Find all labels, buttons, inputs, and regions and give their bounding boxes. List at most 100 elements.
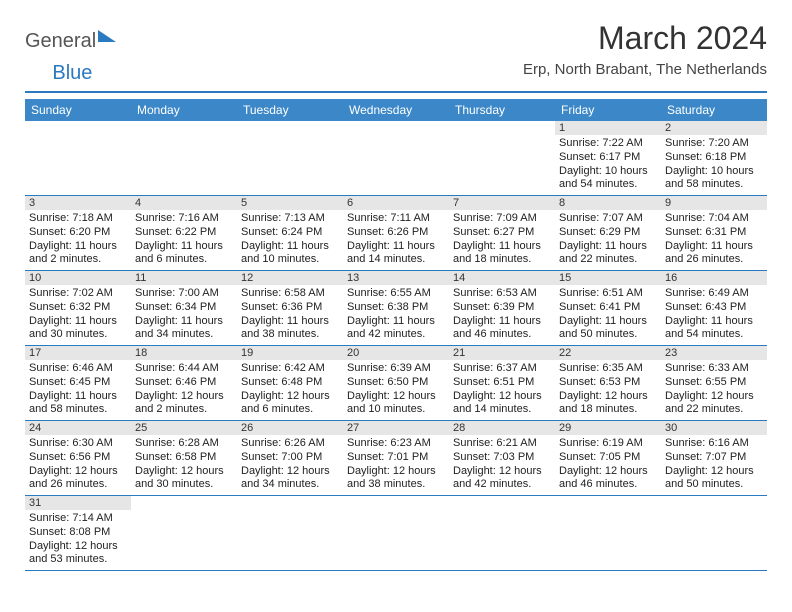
day-sunset: Sunset: 6:45 PM	[29, 376, 127, 390]
day-sunrise: Sunrise: 6:42 AM	[241, 362, 339, 376]
day-sunrise: Sunrise: 6:37 AM	[453, 362, 551, 376]
calendar-day-cell: 12Sunrise: 6:58 AMSunset: 6:36 PMDayligh…	[237, 271, 343, 346]
calendar-week-row: 24Sunrise: 6:30 AMSunset: 6:56 PMDayligh…	[25, 421, 767, 496]
day-sunrise: Sunrise: 7:07 AM	[559, 212, 657, 226]
day-number: 26	[237, 421, 343, 435]
calendar-header-row: SundayMondayTuesdayWednesdayThursdayFrid…	[25, 99, 767, 121]
calendar-week-row: 10Sunrise: 7:02 AMSunset: 6:32 PMDayligh…	[25, 271, 767, 346]
day-number: 6	[343, 196, 449, 210]
title-block: March 2024 Erp, North Brabant, The Nethe…	[523, 20, 767, 78]
calendar-day-cell: 24Sunrise: 6:30 AMSunset: 6:56 PMDayligh…	[25, 421, 131, 496]
day-number: 5	[237, 196, 343, 210]
day-daylight: Daylight: 12 hours and 26 minutes.	[29, 465, 127, 493]
day-sunset: Sunset: 6:53 PM	[559, 376, 657, 390]
logo-text-general: General	[25, 30, 96, 53]
day-sunrise: Sunrise: 7:04 AM	[665, 212, 763, 226]
calendar-empty-cell	[449, 121, 555, 196]
day-number: 15	[555, 271, 661, 285]
day-sunset: Sunset: 7:01 PM	[347, 451, 445, 465]
day-sunrise: Sunrise: 6:35 AM	[559, 362, 657, 376]
day-number: 22	[555, 346, 661, 360]
day-sunrise: Sunrise: 6:49 AM	[665, 287, 763, 301]
calendar-day-cell: 16Sunrise: 6:49 AMSunset: 6:43 PMDayligh…	[661, 271, 767, 346]
day-number: 3	[25, 196, 131, 210]
day-header: Wednesday	[343, 99, 449, 121]
calendar-day-cell: 21Sunrise: 6:37 AMSunset: 6:51 PMDayligh…	[449, 346, 555, 421]
calendar-day-cell: 10Sunrise: 7:02 AMSunset: 6:32 PMDayligh…	[25, 271, 131, 346]
calendar-empty-cell	[449, 496, 555, 571]
calendar-day-cell: 14Sunrise: 6:53 AMSunset: 6:39 PMDayligh…	[449, 271, 555, 346]
day-sunset: Sunset: 6:29 PM	[559, 226, 657, 240]
day-number: 12	[237, 271, 343, 285]
day-header: Tuesday	[237, 99, 343, 121]
day-sunset: Sunset: 7:00 PM	[241, 451, 339, 465]
day-daylight: Daylight: 11 hours and 2 minutes.	[29, 240, 127, 268]
day-sunset: Sunset: 6:31 PM	[665, 226, 763, 240]
day-daylight: Daylight: 11 hours and 54 minutes.	[665, 315, 763, 343]
day-sunrise: Sunrise: 6:53 AM	[453, 287, 551, 301]
day-sunset: Sunset: 6:56 PM	[29, 451, 127, 465]
calendar-week-row: 31Sunrise: 7:14 AMSunset: 8:08 PMDayligh…	[25, 496, 767, 571]
day-sunset: Sunset: 6:43 PM	[665, 301, 763, 315]
calendar-empty-cell	[25, 121, 131, 196]
day-sunrise: Sunrise: 7:22 AM	[559, 137, 657, 151]
day-sunrise: Sunrise: 7:00 AM	[135, 287, 233, 301]
day-daylight: Daylight: 12 hours and 2 minutes.	[135, 390, 233, 418]
day-daylight: Daylight: 12 hours and 38 minutes.	[347, 465, 445, 493]
day-daylight: Daylight: 11 hours and 38 minutes.	[241, 315, 339, 343]
day-sunset: Sunset: 6:38 PM	[347, 301, 445, 315]
calendar-day-cell: 1Sunrise: 7:22 AMSunset: 6:17 PMDaylight…	[555, 121, 661, 196]
calendar-day-cell: 27Sunrise: 6:23 AMSunset: 7:01 PMDayligh…	[343, 421, 449, 496]
calendar-day-cell: 13Sunrise: 6:55 AMSunset: 6:38 PMDayligh…	[343, 271, 449, 346]
day-number: 14	[449, 271, 555, 285]
day-sunrise: Sunrise: 7:13 AM	[241, 212, 339, 226]
calendar-day-cell: 25Sunrise: 6:28 AMSunset: 6:58 PMDayligh…	[131, 421, 237, 496]
calendar-empty-cell	[343, 121, 449, 196]
day-daylight: Daylight: 11 hours and 26 minutes.	[665, 240, 763, 268]
day-number: 9	[661, 196, 767, 210]
day-daylight: Daylight: 10 hours and 54 minutes.	[559, 165, 657, 193]
calendar-day-cell: 15Sunrise: 6:51 AMSunset: 6:41 PMDayligh…	[555, 271, 661, 346]
day-number: 2	[661, 121, 767, 135]
day-sunset: Sunset: 6:36 PM	[241, 301, 339, 315]
day-sunset: Sunset: 6:55 PM	[665, 376, 763, 390]
day-number: 19	[237, 346, 343, 360]
day-header: Saturday	[661, 99, 767, 121]
day-sunrise: Sunrise: 6:23 AM	[347, 437, 445, 451]
day-daylight: Daylight: 12 hours and 30 minutes.	[135, 465, 233, 493]
day-daylight: Daylight: 12 hours and 53 minutes.	[29, 540, 127, 568]
calendar-empty-cell	[555, 496, 661, 571]
day-number: 1	[555, 121, 661, 135]
day-sunrise: Sunrise: 7:14 AM	[29, 512, 127, 526]
day-number: 7	[449, 196, 555, 210]
day-sunset: Sunset: 6:48 PM	[241, 376, 339, 390]
calendar-day-cell: 11Sunrise: 7:00 AMSunset: 6:34 PMDayligh…	[131, 271, 237, 346]
calendar-body: 1Sunrise: 7:22 AMSunset: 6:17 PMDaylight…	[25, 121, 767, 571]
calendar-week-row: 1Sunrise: 7:22 AMSunset: 6:17 PMDaylight…	[25, 121, 767, 196]
day-daylight: Daylight: 11 hours and 34 minutes.	[135, 315, 233, 343]
day-number: 4	[131, 196, 237, 210]
day-header: Monday	[131, 99, 237, 121]
day-daylight: Daylight: 12 hours and 18 minutes.	[559, 390, 657, 418]
day-sunset: Sunset: 6:51 PM	[453, 376, 551, 390]
day-sunset: Sunset: 7:07 PM	[665, 451, 763, 465]
day-daylight: Daylight: 12 hours and 50 minutes.	[665, 465, 763, 493]
calendar-day-cell: 29Sunrise: 6:19 AMSunset: 7:05 PMDayligh…	[555, 421, 661, 496]
calendar-day-cell: 30Sunrise: 6:16 AMSunset: 7:07 PMDayligh…	[661, 421, 767, 496]
calendar-empty-cell	[131, 496, 237, 571]
day-daylight: Daylight: 11 hours and 22 minutes.	[559, 240, 657, 268]
calendar-day-cell: 7Sunrise: 7:09 AMSunset: 6:27 PMDaylight…	[449, 196, 555, 271]
day-header: Sunday	[25, 99, 131, 121]
day-sunrise: Sunrise: 7:09 AM	[453, 212, 551, 226]
day-number: 24	[25, 421, 131, 435]
day-number: 23	[661, 346, 767, 360]
calendar-empty-cell	[661, 496, 767, 571]
day-daylight: Daylight: 12 hours and 46 minutes.	[559, 465, 657, 493]
day-number: 28	[449, 421, 555, 435]
day-sunrise: Sunrise: 6:21 AM	[453, 437, 551, 451]
day-daylight: Daylight: 12 hours and 34 minutes.	[241, 465, 339, 493]
day-sunrise: Sunrise: 7:11 AM	[347, 212, 445, 226]
day-sunset: Sunset: 6:20 PM	[29, 226, 127, 240]
calendar-day-cell: 17Sunrise: 6:46 AMSunset: 6:45 PMDayligh…	[25, 346, 131, 421]
month-title: March 2024	[523, 20, 767, 57]
